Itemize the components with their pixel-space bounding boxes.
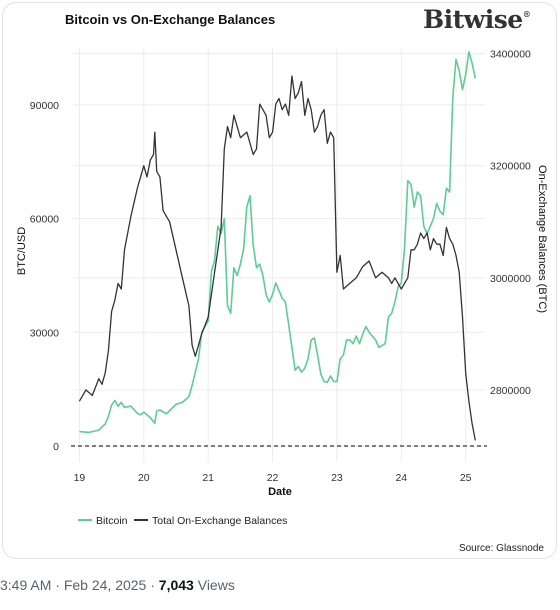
views-label: Views [197,577,235,593]
series-lines [78,51,477,441]
chart-card: Bitcoin vs On-Exchange Balances Bitwise®… [2,2,557,559]
separator-dot: · [55,577,60,593]
views-count: 7,043 [158,577,194,593]
y-axis-right-ticks: 2800000 3000000 3200000 3400000 [490,49,531,397]
y-tick-label-right: 3000000 [490,273,531,285]
x-axis-label: Date [268,486,292,498]
y-axis-label-right: On-Exchange Balances (BTC) [536,165,548,313]
x-axis-ticks: 19 20 21 22 23 24 25 [74,472,472,484]
x-tick-label: 20 [138,472,150,484]
y-tick-label-right: 2800000 [490,385,531,397]
y-tick-label-left: 90000 [30,100,59,112]
tweet-time: 3:49 AM [0,577,52,593]
chart-title: Bitcoin vs On-Exchange Balances [65,12,276,27]
x-tick-label: 19 [74,472,86,484]
y-axis-label-left: BTC/USD [16,227,28,275]
balances-line [78,75,476,441]
legend: Bitcoin Total On-Exchange Balances [78,515,287,527]
x-tick-label: 21 [202,472,214,484]
y-tick-label-right: 3400000 [490,49,531,61]
legend-balances-label: Total On-Exchange Balances [152,515,287,527]
tweet-date[interactable]: Feb 24, 2025 [63,577,147,593]
registered-mark-icon: ® [522,9,531,19]
separator-dot: · [150,577,155,593]
brand-name: Bitwise [423,5,523,34]
x-tick-label: 23 [331,472,343,484]
bitcoin-line [79,51,477,434]
chart-svg: 0 30000 60000 90000 2800000 3000000 3200000 34… [16,48,548,527]
brand-logo: Bitwise® [423,5,531,34]
grid-lines [73,48,485,462]
y-tick-label-right: 3200000 [490,161,531,173]
tweet-footer: 3:49 AM · Feb 24, 2025 · 7,043 Views [0,577,235,593]
y-tick-label-left: 30000 [30,327,59,339]
y-tick-label-left: 60000 [30,214,59,226]
x-tick-label: 22 [267,472,279,484]
x-tick-label: 24 [395,472,407,484]
legend-bitcoin-label: Bitcoin [96,515,128,527]
y-axis-left-ticks: 0 30000 60000 90000 [30,100,59,453]
x-tick-label: 25 [460,472,472,484]
y-tick-label-left: 0 [53,441,59,453]
source-note: Source: Glassnode [458,543,544,554]
